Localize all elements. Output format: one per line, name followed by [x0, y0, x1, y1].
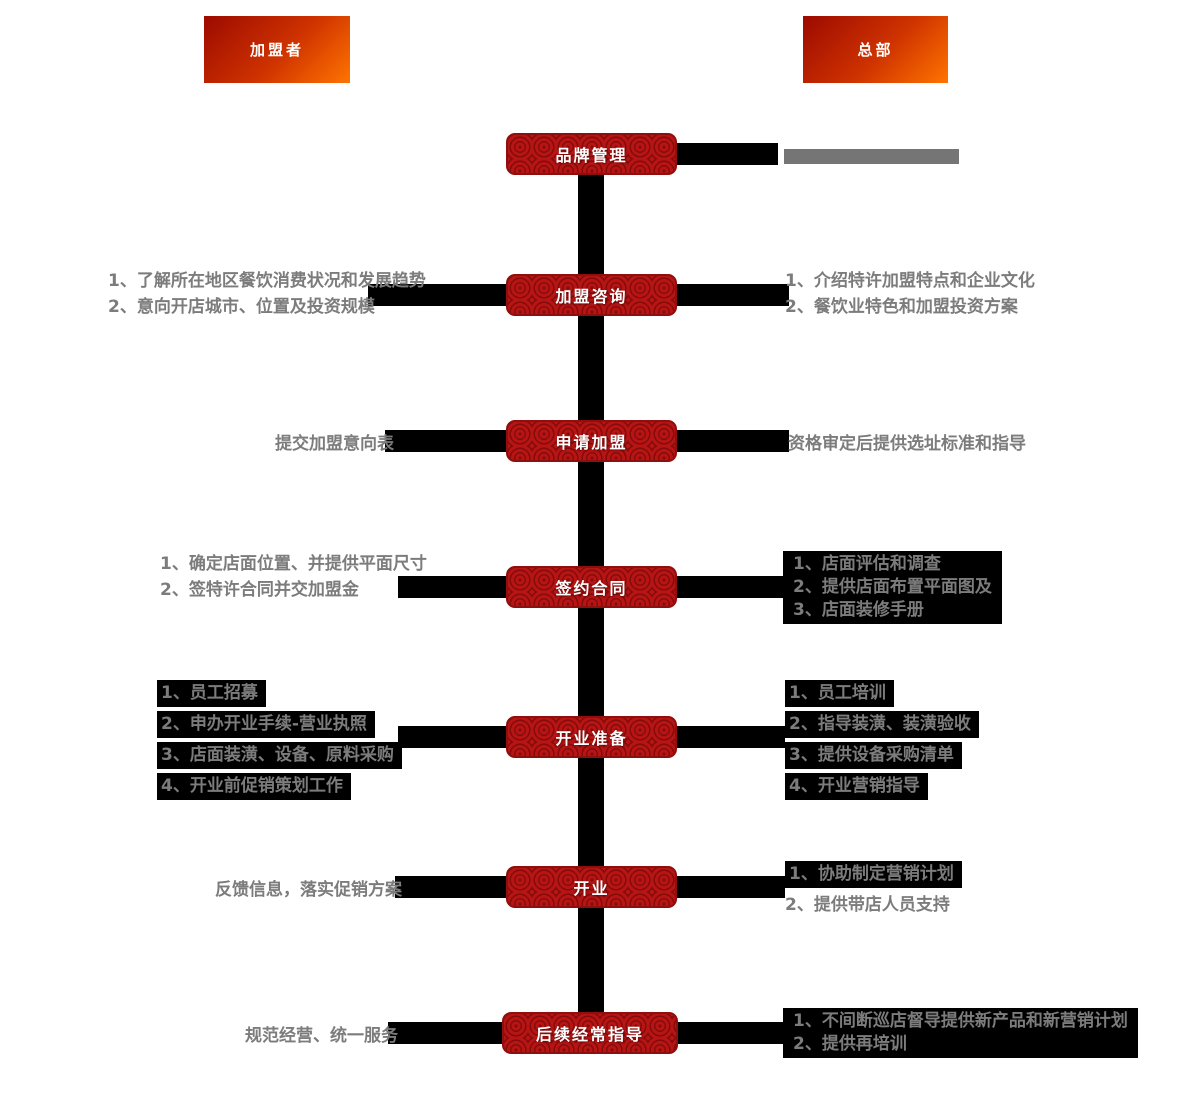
- gray-bar-brand: [784, 149, 959, 164]
- note-line: 3、店面装修手册: [793, 600, 924, 620]
- connector-vertical-4: [578, 608, 604, 716]
- connector-left-consult: [368, 284, 506, 306]
- note-left-consultation: 1、了解所在地区餐饮消费状况和发展趋势 2、意向开店城市、位置及投资规模: [108, 268, 426, 320]
- note-right-opening: 1、协助制定营销计划 2、提供带店人员支持: [785, 861, 962, 918]
- note-line: 2、签特许合同并交加盟金: [160, 580, 359, 600]
- note-line: 反馈信息，落实促销方案: [215, 880, 402, 900]
- note-left-guidance: 规范经营、统一服务: [245, 1023, 398, 1049]
- note-line: 提交加盟意向表: [275, 434, 394, 454]
- note-line: 2、提供带店人员支持: [785, 895, 950, 915]
- header-franchisee: 加盟者: [204, 16, 350, 83]
- note-line: 1、介绍特许加盟特点和企业文化: [785, 271, 1035, 291]
- connector-left-preparation: [398, 726, 506, 748]
- connector-vertical-5: [578, 758, 604, 866]
- connector-left-contract: [398, 576, 506, 598]
- note-line: 3、提供设备采购清单: [785, 742, 962, 769]
- connector-right-guidance: [678, 1022, 785, 1044]
- note-right-contract: 1、店面评估和调查 2、提供店面布置平面图及 3、店面装修手册: [783, 551, 1002, 624]
- flow-node-apply: 申请加盟: [506, 420, 677, 462]
- connector-left-guidance: [388, 1022, 502, 1044]
- note-right-preparation: 1、员工培训 2、指导装潢、装潢验收 3、提供设备采购清单 4、开业营销指导: [785, 680, 979, 804]
- note-left-apply: 提交加盟意向表: [275, 431, 394, 457]
- note-line: 2、提供店面布置平面图及: [793, 577, 992, 597]
- note-line: 2、申办开业手续-营业执照: [157, 711, 375, 738]
- connector-vertical-6: [578, 908, 604, 1012]
- note-line: 1、确定店面位置、并提供平面尺寸: [160, 554, 427, 574]
- connector-right-contract: [677, 576, 785, 598]
- connector-left-opening: [395, 876, 506, 898]
- note-line: 2、指导装潢、装潢验收: [785, 711, 979, 738]
- connector-vertical-2: [578, 316, 604, 420]
- note-line: 4、开业营销指导: [785, 773, 928, 800]
- note-line: 2、提供再培训: [793, 1034, 907, 1054]
- note-right-consultation: 1、介绍特许加盟特点和企业文化 2、餐饮业特色和加盟投资方案: [785, 268, 1035, 320]
- flow-node-brand-management: 品牌管理: [506, 133, 677, 175]
- note-right-apply: 资格审定后提供选址标准和指导: [788, 431, 1026, 457]
- note-line: 3、店面装潢、设备、原料采购: [157, 742, 402, 769]
- flow-node-preparation: 开业准备: [506, 716, 677, 758]
- flow-node-guidance: 后续经常指导: [502, 1012, 678, 1054]
- note-line: 1、协助制定营销计划: [785, 861, 962, 888]
- note-line: 4、开业前促销策划工作: [157, 773, 351, 800]
- flow-node-consultation: 加盟咨询: [506, 274, 677, 316]
- note-right-guidance: 1、不间断巡店督导提供新产品和新营销计划 2、提供再培训: [783, 1008, 1138, 1058]
- note-line: 资格审定后提供选址标准和指导: [788, 434, 1026, 454]
- connector-right-opening: [677, 876, 785, 898]
- note-line: 2、意向开店城市、位置及投资规模: [108, 297, 375, 317]
- flow-node-contract: 签约合同: [506, 566, 677, 608]
- note-left-contract: 1、确定店面位置、并提供平面尺寸 2、签特许合同并交加盟金: [160, 551, 427, 603]
- note-left-preparation: 1、员工招募 2、申办开业手续-营业执照 3、店面装潢、设备、原料采购 4、开业…: [157, 680, 402, 804]
- flow-node-opening: 开业: [506, 866, 677, 908]
- connector-vertical-1: [578, 175, 604, 274]
- connector-right-preparation: [677, 726, 785, 748]
- note-line: 1、店面评估和调查: [793, 554, 941, 574]
- connector-right-brand: [677, 143, 778, 165]
- connector-vertical-3: [578, 462, 604, 566]
- note-line: 1、员工招募: [157, 680, 266, 707]
- note-line: 1、不间断巡店督导提供新产品和新营销计划: [793, 1011, 1128, 1031]
- header-headquarters: 总部: [803, 16, 948, 83]
- note-line: 2、餐饮业特色和加盟投资方案: [785, 297, 1018, 317]
- note-line: 1、了解所在地区餐饮消费状况和发展趋势: [108, 271, 426, 291]
- note-line: 1、员工培训: [785, 680, 894, 707]
- connector-right-apply: [677, 430, 789, 452]
- connector-right-consult: [677, 284, 789, 306]
- note-left-opening: 反馈信息，落实促销方案: [215, 877, 402, 903]
- connector-left-apply: [385, 430, 506, 452]
- note-line: 规范经营、统一服务: [245, 1026, 398, 1046]
